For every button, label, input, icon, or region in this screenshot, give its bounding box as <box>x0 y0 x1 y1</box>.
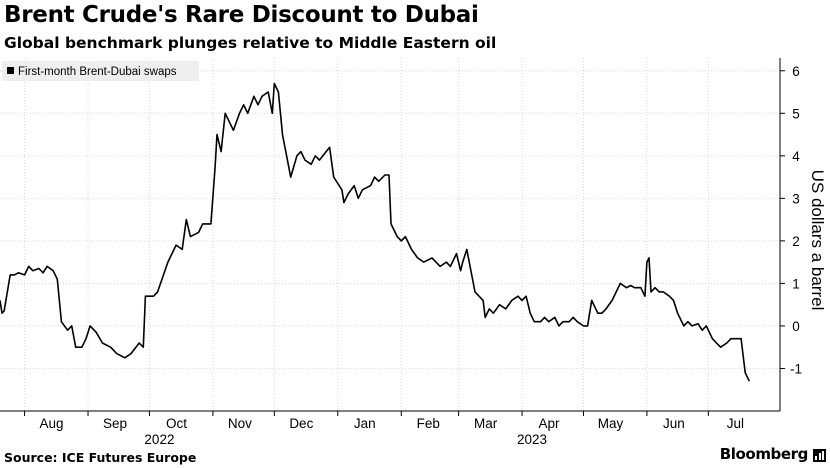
x-tick-label: Oct <box>166 416 187 431</box>
series-line-brent-dubai <box>0 82 751 382</box>
legend-label: First-month Brent-Dubai swaps <box>18 66 177 78</box>
y-tick-label: 0 <box>792 319 800 334</box>
legend-swatch <box>7 67 14 74</box>
y-axis-title: US dollars a barrel <box>808 170 827 311</box>
source-note: Source: ICE Futures Europe <box>4 450 197 465</box>
x-year-label: 2023 <box>517 432 547 447</box>
y-tick-label: 5 <box>792 106 800 121</box>
x-tick-label: Aug <box>40 416 64 431</box>
x-tick-label: Sep <box>103 416 127 431</box>
x-tick-label: Dec <box>289 416 313 431</box>
x-tick-label: Mar <box>474 416 498 431</box>
bloomberg-logo-text: Bloomberg <box>719 445 809 463</box>
legend-background <box>2 61 199 81</box>
x-tick-label: Nov <box>228 416 252 431</box>
x-tick-label: Apr <box>539 416 561 431</box>
chart-subtitle: Global benchmark plunges relative to Mid… <box>4 34 497 52</box>
y-tick-label: 1 <box>792 276 800 291</box>
y-tick-label: 6 <box>792 64 800 79</box>
x-tick-label: Jun <box>663 416 685 431</box>
bloomberg-bars-icon <box>813 449 826 462</box>
series-layer <box>0 82 751 382</box>
x-year-label: 2022 <box>144 432 174 447</box>
x-tick-label: Feb <box>417 416 440 431</box>
y-tick-label: -1 <box>790 361 802 376</box>
y-tick-label: 4 <box>792 149 800 164</box>
axes: -1 0 1 2 3 4 5 6 Aug Sep Oct Nov Dec Jan Feb Mar Apr May J… <box>0 58 802 447</box>
y-tick-label: 3 <box>792 191 800 206</box>
gridlines <box>0 58 780 411</box>
legend: First-month Brent-Dubai swaps <box>2 61 199 81</box>
y-tick-label: 2 <box>792 234 800 249</box>
x-tick-label: May <box>598 416 624 431</box>
x-tick-label: Jul <box>727 416 744 431</box>
chart-title: Brent Crude's Rare Discount to Dubai <box>4 2 479 28</box>
x-tick-label: Jan <box>354 416 376 431</box>
